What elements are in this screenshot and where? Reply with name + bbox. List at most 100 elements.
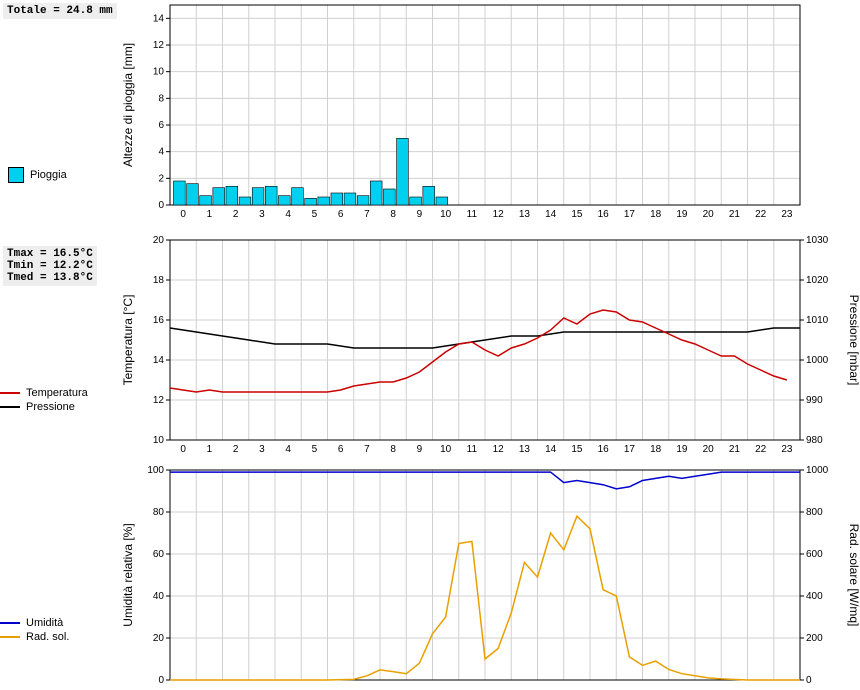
legend-temp-label: Temperatura	[26, 387, 88, 399]
svg-text:23: 23	[781, 209, 793, 220]
svg-text:Rad. solare [W/mq]: Rad. solare [W/mq]	[847, 524, 860, 627]
svg-text:23: 23	[781, 684, 793, 685]
svg-text:12: 12	[493, 209, 505, 220]
svg-text:17: 17	[624, 684, 636, 685]
legend-humid-label: Umidità	[26, 617, 63, 629]
svg-text:21: 21	[729, 684, 741, 685]
svg-text:9: 9	[417, 684, 423, 685]
svg-text:10: 10	[440, 444, 452, 455]
svg-text:11: 11	[467, 684, 478, 685]
svg-text:14: 14	[153, 355, 165, 366]
svg-text:6: 6	[338, 444, 344, 455]
svg-text:15: 15	[571, 209, 583, 220]
svg-text:6: 6	[338, 684, 344, 685]
svg-text:0: 0	[180, 209, 186, 220]
svg-text:4: 4	[285, 444, 291, 455]
svg-text:15: 15	[571, 444, 583, 455]
svg-text:19: 19	[676, 684, 688, 685]
svg-text:13: 13	[519, 209, 531, 220]
svg-text:3: 3	[259, 444, 265, 455]
svg-text:17: 17	[624, 209, 636, 220]
svg-text:14: 14	[545, 209, 557, 220]
svg-text:990: 990	[806, 395, 823, 406]
svg-text:1030: 1030	[806, 235, 829, 246]
svg-text:2: 2	[158, 173, 164, 184]
svg-text:200: 200	[806, 633, 823, 644]
svg-text:0: 0	[180, 684, 186, 685]
svg-text:16: 16	[598, 444, 610, 455]
rad-line-swatch	[0, 636, 20, 638]
svg-text:13: 13	[519, 684, 531, 685]
legend-temp: Temperatura	[0, 387, 88, 399]
legend-rad: Rad. sol.	[0, 631, 69, 643]
svg-text:1010: 1010	[806, 315, 829, 326]
svg-text:12: 12	[153, 40, 165, 51]
svg-text:1000: 1000	[806, 465, 829, 476]
svg-text:12: 12	[153, 395, 165, 406]
legend-rain-label: Pioggia	[30, 169, 67, 181]
svg-text:1000: 1000	[806, 355, 829, 366]
svg-text:5: 5	[312, 444, 318, 455]
svg-text:0: 0	[806, 675, 812, 685]
svg-text:10: 10	[440, 209, 452, 220]
svg-text:20: 20	[153, 633, 165, 644]
legend-humid: Umidità	[0, 617, 69, 629]
svg-text:15: 15	[571, 684, 583, 685]
svg-text:2: 2	[233, 209, 239, 220]
svg-text:22: 22	[755, 684, 767, 685]
svg-text:600: 600	[806, 549, 823, 560]
svg-text:16: 16	[598, 209, 610, 220]
svg-text:21: 21	[729, 444, 741, 455]
svg-text:11: 11	[467, 444, 478, 455]
svg-text:18: 18	[650, 444, 662, 455]
rain-swatch	[8, 167, 24, 183]
svg-text:4: 4	[285, 684, 291, 685]
svg-text:13: 13	[519, 444, 531, 455]
svg-text:5: 5	[312, 684, 318, 685]
svg-text:1020: 1020	[806, 275, 829, 286]
svg-text:2: 2	[233, 444, 239, 455]
svg-text:12: 12	[493, 444, 505, 455]
svg-text:Temperatura [°C]: Temperatura [°C]	[121, 295, 135, 386]
legend-rain: Pioggia	[8, 167, 67, 183]
legend-press-label: Pressione	[26, 401, 75, 413]
svg-text:0: 0	[180, 444, 186, 455]
legend-press: Pressione	[0, 401, 88, 413]
svg-text:21: 21	[729, 209, 741, 220]
svg-text:Altezze di pioggia [mm]: Altezze di pioggia [mm]	[121, 43, 135, 167]
svg-text:8: 8	[390, 684, 396, 685]
svg-text:9: 9	[417, 209, 423, 220]
svg-text:980: 980	[806, 435, 823, 446]
svg-text:23: 23	[781, 444, 793, 455]
svg-text:2: 2	[233, 684, 239, 685]
svg-text:12: 12	[493, 684, 505, 685]
svg-text:14: 14	[545, 444, 557, 455]
svg-text:6: 6	[338, 209, 344, 220]
rain-total: Totale = 24.8 mm	[3, 3, 117, 19]
svg-text:800: 800	[806, 507, 823, 518]
svg-text:0: 0	[158, 200, 164, 211]
svg-text:22: 22	[755, 209, 767, 220]
svg-text:80: 80	[153, 507, 165, 518]
svg-text:7: 7	[364, 684, 370, 685]
svg-text:18: 18	[153, 275, 165, 286]
svg-text:7: 7	[364, 209, 370, 220]
svg-text:16: 16	[598, 684, 610, 685]
legend-rad-label: Rad. sol.	[26, 631, 69, 643]
svg-text:3: 3	[259, 684, 265, 685]
svg-text:Umidità relativa [%]: Umidità relativa [%]	[121, 523, 135, 626]
svg-text:4: 4	[285, 209, 291, 220]
svg-text:Pressione [mbar]: Pressione [mbar]	[847, 295, 860, 386]
svg-text:100: 100	[147, 465, 164, 476]
svg-text:5: 5	[312, 209, 318, 220]
svg-text:8: 8	[390, 209, 396, 220]
svg-text:17: 17	[624, 444, 636, 455]
temp-line-swatch	[0, 392, 20, 394]
temp-stats: Tmax = 16.5°C Tmin = 12.2°C Tmed = 13.8°…	[3, 246, 97, 286]
svg-text:9: 9	[417, 444, 423, 455]
svg-text:14: 14	[545, 684, 557, 685]
svg-text:16: 16	[153, 315, 165, 326]
svg-text:10: 10	[440, 684, 452, 685]
svg-text:20: 20	[703, 684, 715, 685]
svg-text:19: 19	[676, 209, 688, 220]
